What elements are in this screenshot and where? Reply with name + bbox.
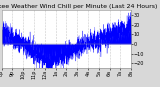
Title: Milwaukee Weather Wind Chill per Minute (Last 24 Hours): Milwaukee Weather Wind Chill per Minute … [0, 4, 157, 9]
